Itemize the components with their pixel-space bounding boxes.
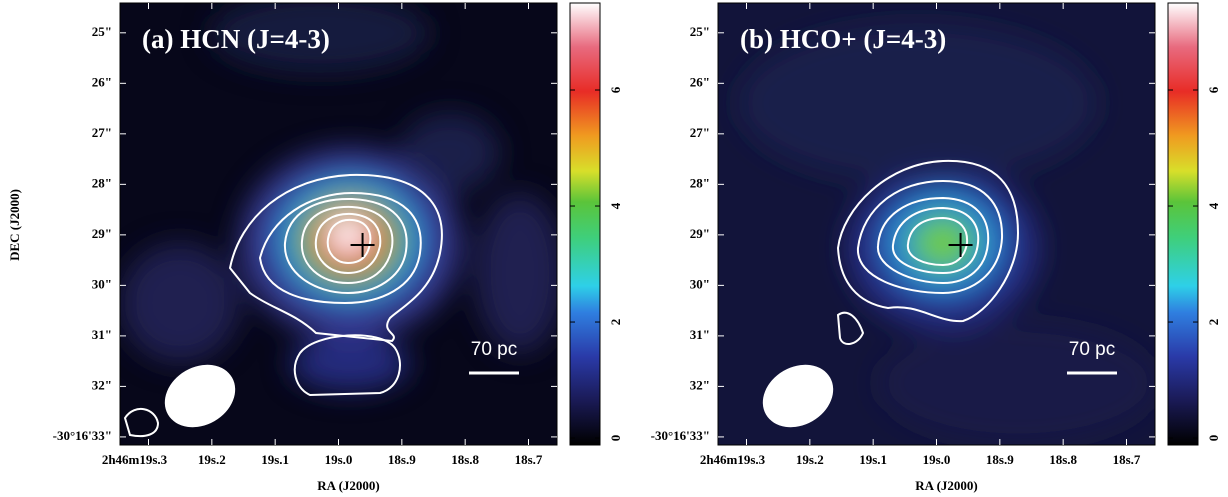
y-tick-label: -30°16'33" — [53, 428, 112, 443]
x-tick-label: 18s.9 — [986, 452, 1014, 467]
beam — [164, 364, 236, 428]
contour — [876, 196, 990, 285]
x-tick-label: 19s.1 — [261, 452, 289, 467]
x-tick-label: 19s.1 — [859, 452, 887, 467]
contour — [314, 212, 382, 275]
x-tick-label: 19s.2 — [198, 452, 226, 467]
y-tick-label: 30" — [690, 276, 710, 291]
y-tick-label: 27" — [92, 125, 112, 140]
y-tick-label: 31" — [92, 327, 112, 342]
colorbar-tick-label: 4 — [1206, 202, 1221, 209]
y-tick-label: -30°16'33" — [651, 428, 710, 443]
contour — [856, 179, 1004, 295]
colorbar-tick-label: 6 — [1206, 86, 1221, 93]
contour — [891, 206, 980, 275]
colorbar — [1167, 2, 1199, 446]
contour — [123, 408, 160, 438]
emission-blob — [475, 193, 557, 353]
y-tick-label: 31" — [690, 327, 710, 342]
y-tick-label: 26" — [690, 74, 710, 89]
contour — [293, 334, 401, 397]
image: 70 pc (a) HCN (J=4-3) — [120, 3, 557, 445]
image: 70 pc (b) HCO+ (J=4-3) — [718, 3, 1155, 445]
emission-blob — [925, 227, 961, 259]
contour — [228, 173, 443, 343]
colorbar — [569, 2, 601, 446]
colorbar-tick-label: 2 — [1206, 319, 1221, 326]
emission-blob — [738, 23, 1098, 183]
contours — [123, 173, 443, 438]
x-tick-label: 2h46m19s.3 — [102, 452, 168, 467]
contour — [258, 191, 422, 305]
colorbar-tick-label: 0 — [1206, 435, 1221, 442]
panel-title: (a) HCN (J=4-3) — [142, 24, 330, 54]
contours — [836, 159, 1020, 345]
y-tick-label: 27" — [690, 125, 710, 140]
contour — [326, 218, 372, 265]
y-tick-label: 32" — [92, 377, 112, 392]
scale-label: 70 pc — [471, 339, 517, 360]
panel-title: (b) HCO+ (J=4-3) — [740, 24, 946, 54]
emission-blob — [878, 323, 1155, 443]
y-tick-label: 32" — [690, 377, 710, 392]
x-axis-label: RA (J2000) — [915, 478, 977, 493]
y-tick-label: 29" — [690, 226, 710, 241]
emission — [738, 23, 1155, 443]
x-axis-label: RA (J2000) — [317, 478, 379, 493]
emission-blob — [400, 113, 500, 193]
contour — [836, 311, 865, 345]
x-tick-label: 19s.0 — [923, 452, 951, 467]
scale-label: 70 pc — [1069, 339, 1115, 360]
contour — [906, 216, 969, 267]
colorbar-tick-label: 6 — [608, 86, 623, 93]
x-tick-label: 18s.9 — [388, 452, 416, 467]
emission-blob — [290, 335, 410, 391]
y-axis-label: DEC (J2000) — [7, 189, 22, 261]
contour — [283, 197, 408, 295]
x-tick-label: 19s.2 — [796, 452, 824, 467]
emission-blob — [210, 3, 430, 73]
colorbar-tick-label: 4 — [608, 202, 623, 209]
x-tick-label: 18s.8 — [1049, 452, 1077, 467]
beam — [762, 364, 834, 428]
contour — [836, 159, 1020, 323]
colorbar-tick-label: 2 — [608, 319, 623, 326]
colorbar-tick-label: 0 — [608, 435, 623, 442]
x-tick-label: 19s.0 — [325, 452, 353, 467]
emission-blob — [120, 243, 240, 363]
x-tick-label: 18s.8 — [451, 452, 479, 467]
x-tick-label: 18s.7 — [515, 452, 543, 467]
y-tick-label: 28" — [690, 175, 710, 190]
x-tick-label: 2h46m19s.3 — [700, 452, 766, 467]
y-tick-label: 30" — [92, 276, 112, 291]
x-tick-label: 18s.7 — [1113, 452, 1141, 467]
y-tick-label: 28" — [92, 175, 112, 190]
y-tick-label: 29" — [92, 226, 112, 241]
y-tick-label: 25" — [92, 24, 112, 39]
y-tick-label: 25" — [690, 24, 710, 39]
y-tick-label: 26" — [92, 74, 112, 89]
contour — [300, 205, 394, 285]
